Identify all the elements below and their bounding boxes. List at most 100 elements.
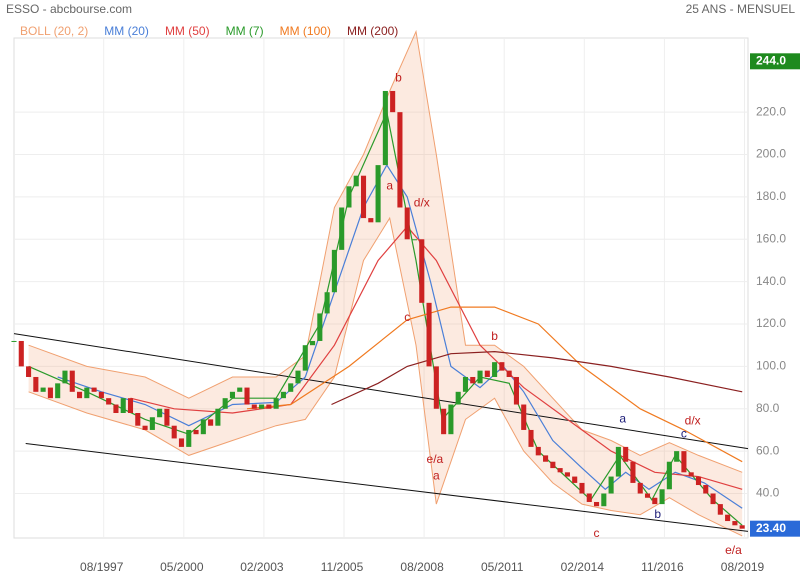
- candle: [586, 493, 592, 502]
- candle: [62, 370, 68, 384]
- candle: [244, 387, 250, 405]
- y-tick-label: 220.0: [756, 104, 786, 118]
- plot-frame: [13, 37, 749, 539]
- candle: [470, 376, 476, 384]
- candle: [106, 398, 112, 405]
- candle: [725, 514, 731, 522]
- candle: [266, 404, 272, 409]
- x-tick-label: 08/2019: [721, 560, 765, 574]
- candle: [404, 207, 410, 240]
- candle: [703, 485, 709, 494]
- candle: [426, 302, 432, 367]
- moving-average: [331, 350, 743, 406]
- page-title: ESSO - abcbourse.com: [6, 2, 132, 16]
- candle: [171, 425, 177, 439]
- candle: [477, 370, 483, 384]
- candle: [69, 370, 75, 392]
- candle: [659, 489, 665, 505]
- y-tick-label: 120.0: [756, 316, 786, 330]
- candle: [186, 429, 192, 447]
- candle: [572, 476, 578, 483]
- y-tick-label: 180.0: [756, 189, 786, 203]
- legend-entry: MM (200): [347, 24, 398, 38]
- x-tick-label: 08/2008: [400, 560, 444, 574]
- x-tick-label: 11/2016: [641, 560, 684, 574]
- candle: [375, 165, 381, 223]
- candle: [222, 398, 228, 409]
- candle: [455, 391, 461, 405]
- candle: [178, 438, 185, 447]
- candle: [528, 429, 534, 447]
- moving-average: [130, 225, 743, 490]
- candle: [513, 376, 519, 405]
- y-tick-label: 160.0: [756, 231, 786, 245]
- candle: [295, 370, 301, 384]
- candle: [484, 370, 490, 377]
- y-tick-label: 80.0: [756, 401, 780, 415]
- candle: [288, 383, 294, 392]
- candle: [462, 376, 469, 392]
- candle: [674, 451, 680, 462]
- legend-entry: MM (7): [226, 24, 264, 38]
- candle: [310, 340, 316, 346]
- candle: [448, 404, 454, 435]
- legend-entry: BOLL (20, 2): [20, 24, 88, 38]
- candle: [717, 504, 723, 515]
- candle: [142, 425, 148, 430]
- candle: [302, 345, 308, 371]
- candle: [317, 313, 323, 341]
- candle: [593, 501, 600, 507]
- high-price-label: 244.0: [756, 53, 786, 67]
- wave-label: c: [594, 526, 600, 540]
- candle: [157, 408, 163, 418]
- candle: [76, 391, 83, 399]
- candle: [84, 387, 90, 399]
- candle: [397, 112, 403, 208]
- candle: [360, 175, 367, 219]
- candle: [26, 366, 32, 377]
- candle: [637, 482, 643, 494]
- candle: [666, 461, 672, 490]
- y-tick-label: 40.0: [756, 486, 780, 500]
- candle: [535, 446, 541, 456]
- candle: [608, 476, 614, 494]
- candle: [127, 398, 134, 413]
- trend-line: [13, 333, 749, 450]
- candle: [33, 376, 39, 392]
- candle: [564, 472, 570, 477]
- y-tick-label: 100.0: [756, 359, 786, 373]
- candle: [324, 292, 330, 314]
- candle: [644, 493, 651, 498]
- candle: [441, 408, 447, 435]
- candle: [419, 239, 425, 303]
- x-tick-label: 05/2011: [481, 560, 524, 574]
- wave-label: a: [433, 469, 440, 483]
- wave-label: b: [491, 329, 498, 343]
- candle: [710, 493, 716, 505]
- x-tick-label: 11/2005: [321, 560, 364, 574]
- y-tick-label: 200.0: [756, 147, 786, 161]
- candle: [382, 90, 388, 166]
- candle: [208, 419, 214, 426]
- x-tick-label: 02/2003: [240, 560, 284, 574]
- wave-label: e/a: [725, 543, 742, 557]
- candle: [579, 482, 585, 494]
- high-price-box: [750, 53, 800, 70]
- candle: [237, 387, 243, 392]
- candle: [149, 417, 155, 430]
- last-price-box: [750, 520, 800, 537]
- wave-label: c: [404, 310, 410, 324]
- candle: [390, 90, 396, 113]
- candle: [630, 461, 636, 483]
- candle: [695, 476, 702, 486]
- candle: [346, 186, 352, 208]
- candle: [521, 404, 527, 430]
- legend-entry: MM (20): [104, 24, 149, 38]
- candle: [120, 398, 126, 413]
- bollinger-lower: [28, 216, 743, 537]
- candle: [739, 525, 745, 529]
- legend-entry: MM (50): [165, 24, 210, 38]
- candle: [251, 404, 257, 409]
